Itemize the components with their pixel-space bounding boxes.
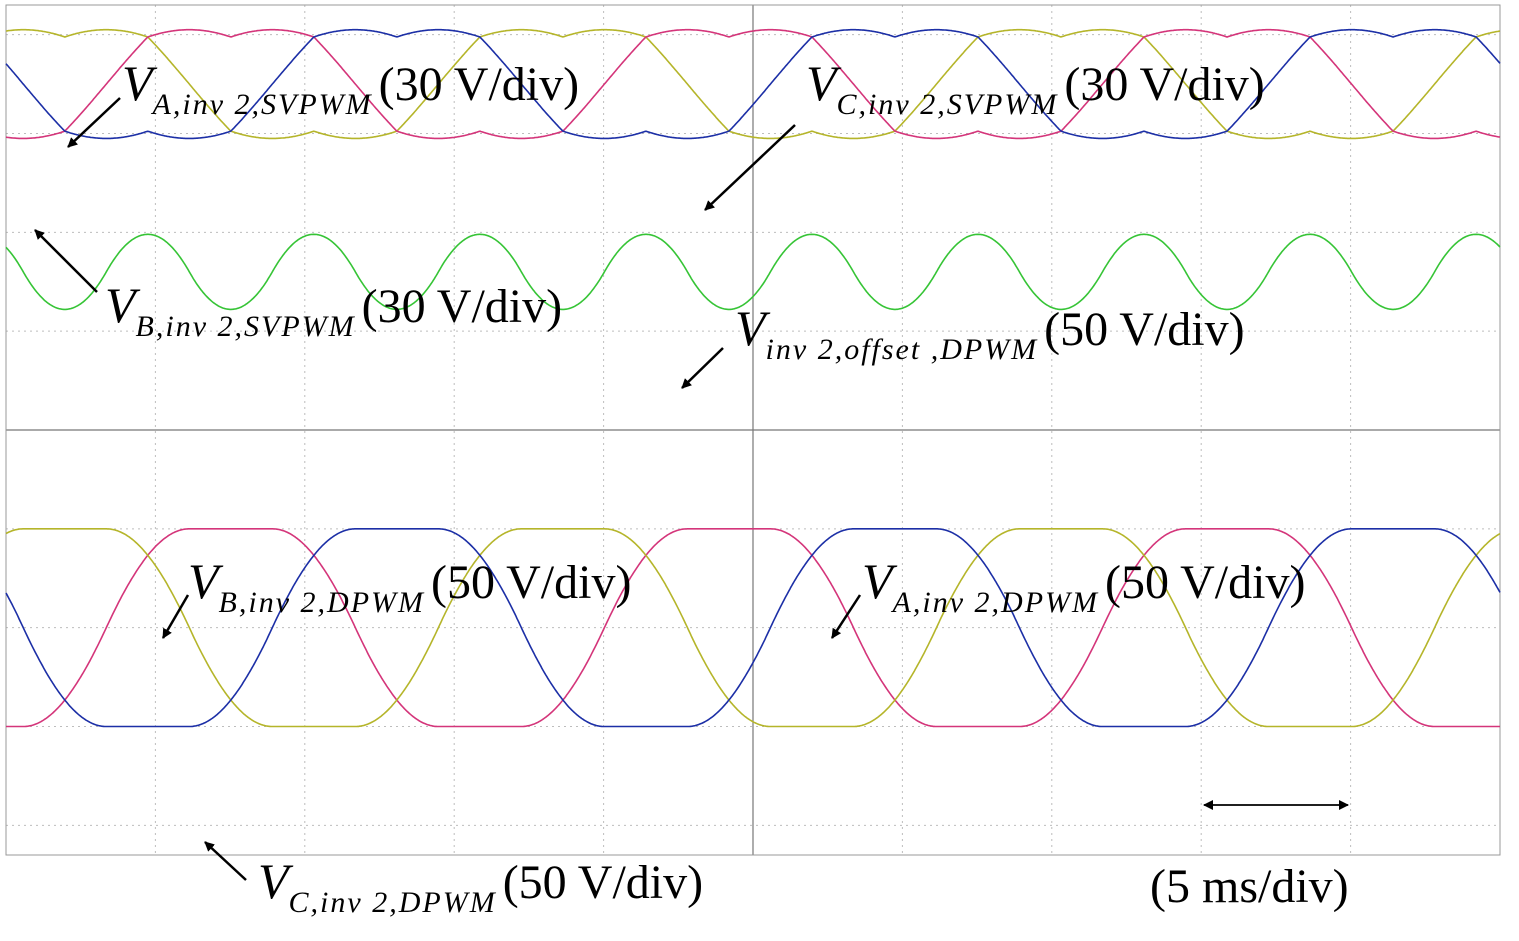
label-scale: (30 V/div) [362, 280, 562, 333]
label-main: V [258, 853, 294, 909]
label-main: V [105, 277, 141, 333]
series-label-vb_dpwm: VB,inv 2,DPWM (50 V/div) [188, 553, 631, 619]
trace-va_svpwm [5, 28, 1501, 140]
label-subscript: C,inv 2,DPWM [289, 886, 497, 919]
label-subscript: B,inv 2,SVPWM [136, 310, 356, 343]
label-scale: (50 V/div) [1105, 556, 1305, 609]
trace-vc_dpwm [5, 528, 1501, 728]
time-scale-label: (5 ms/div) [1150, 860, 1349, 913]
label-arrow [830, 594, 862, 639]
label-main: V [188, 553, 224, 609]
label-arrow [67, 97, 121, 148]
label-scale: (50 V/div) [431, 556, 631, 609]
label-scale: (50 V/div) [1044, 303, 1244, 356]
trace-offset_dpwm [5, 233, 1501, 311]
label-arrow [161, 594, 190, 639]
series-label-va_svpwm: VA,inv 2,SVPWM (30 V/div) [122, 55, 579, 121]
series-label-vc_svpwm: VC,inv 2,SVPWM (30 V/div) [806, 55, 1265, 121]
label-scale: (50 V/div) [503, 856, 703, 909]
trace-vb_svpwm [5, 28, 1501, 140]
label-main: V [735, 300, 771, 356]
label-subscript: B,inv 2,DPWM [219, 586, 425, 619]
series-label-vc_dpwm: VC,inv 2,DPWM (50 V/div) [258, 853, 703, 919]
label-main: V [862, 553, 898, 609]
label-scale: (30 V/div) [1064, 58, 1264, 111]
label-main: V [806, 55, 842, 111]
plot-frame [5, 4, 1501, 856]
scope-grid [5, 4, 1501, 856]
label-arrow [681, 347, 724, 389]
series-label-vb_svpwm: VB,inv 2,SVPWM (30 V/div) [105, 277, 562, 343]
label-subscript: A,inv 2,SVPWM [151, 88, 373, 121]
label-subscript: A,inv 2,DPWM [891, 586, 1099, 619]
trace-vc_svpwm [5, 28, 1501, 140]
label-subscript: inv 2,offset ,DPWM [766, 333, 1039, 366]
label-scale: (30 V/div) [379, 58, 579, 111]
trace-annotations: VA,inv 2,SVPWM (30 V/div)VB,inv 2,SVPWM (3… [34, 55, 1349, 919]
label-main: V [122, 55, 158, 111]
label-arrow [204, 841, 247, 881]
label-subscript: C,inv 2,SVPWM [837, 88, 1059, 121]
trace-va_dpwm [5, 528, 1501, 728]
label-arrow [34, 229, 98, 293]
series-label-offset_dpwm: Vinv 2,offset ,DPWM (50 V/div) [735, 300, 1245, 366]
label-arrow [704, 124, 796, 211]
trace-vb_dpwm [6, 528, 1500, 728]
series-label-va_dpwm: VA,inv 2,DPWM (50 V/div) [862, 553, 1305, 619]
waveform-traces [5, 28, 1501, 728]
